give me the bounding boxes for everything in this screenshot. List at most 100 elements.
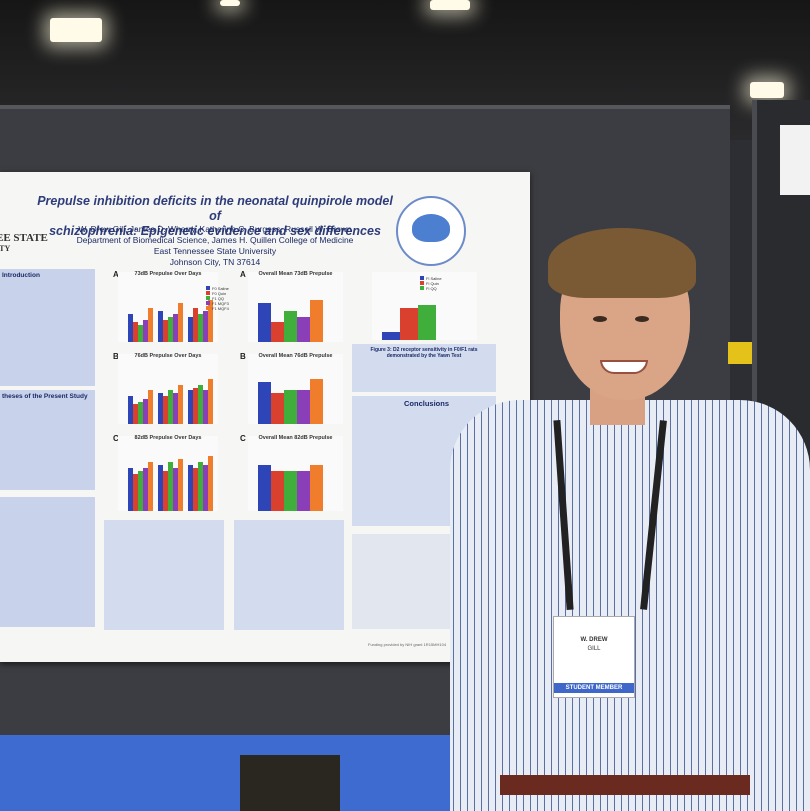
chart-bar	[284, 311, 297, 342]
chart-bar	[284, 390, 297, 424]
chart-bar	[297, 390, 310, 424]
chart-bar	[138, 325, 143, 342]
yawn-legend: Fl Saline Fl Quin Fl QQ	[420, 276, 442, 291]
ceiling-light	[220, 0, 240, 6]
chart-bar	[271, 471, 284, 511]
university-logo: EE STATE ITY	[0, 232, 48, 253]
poster-footer: Funding provided by NIH grant 1R15MH104	[368, 642, 447, 647]
chart-bar	[203, 465, 208, 511]
person-hair	[548, 228, 696, 298]
smile	[600, 360, 648, 374]
chart-bar	[188, 316, 193, 342]
chart-bar	[168, 390, 173, 424]
chart-bar	[128, 468, 133, 511]
chart-bar	[178, 459, 183, 511]
ceiling-light	[50, 18, 102, 42]
chart-bar	[203, 311, 208, 342]
name-badge: W. DREW GILL STUDENT MEMBER	[553, 616, 635, 698]
chart-bar	[148, 462, 153, 511]
badge-ribbon: STUDENT MEMBER	[554, 683, 634, 693]
chart-bar	[138, 401, 143, 424]
panel-label-b2: B	[240, 352, 246, 361]
chart-bar	[133, 474, 138, 511]
striped-shirt	[450, 400, 810, 811]
legend-item: F0 Saline	[206, 286, 229, 291]
chart-82db-over-days: 82dB Prepulse Over Days	[118, 435, 218, 511]
chart-bar	[258, 302, 271, 342]
panel-label-c2: C	[240, 434, 246, 443]
chart-bar	[271, 322, 284, 342]
figure-caption-left	[104, 520, 224, 630]
legend-item: F1 QQ	[206, 296, 229, 301]
chart-bar	[158, 393, 163, 424]
poster-title: Prepulse inhibition deficits in the neon…	[37, 194, 393, 238]
legend-item: F1 MQF4	[206, 306, 229, 311]
ceiling-light	[750, 82, 784, 98]
chart-bar	[310, 300, 323, 342]
chart-bar	[382, 331, 400, 340]
figure3-caption-box: Figure 3: D2 receptor sensitivity in F0/…	[352, 344, 496, 392]
figure3-caption: Figure 3: D2 receptor sensitivity in F0/…	[370, 347, 478, 359]
belt	[500, 775, 750, 795]
chart-bar	[271, 393, 284, 424]
legend-item: F1 MQF3	[206, 301, 229, 306]
legend-item: Fl Quin	[420, 281, 442, 286]
chart-bar	[193, 468, 198, 511]
chart-bar	[158, 465, 163, 511]
chart-bar	[188, 465, 193, 511]
chart-bar	[193, 308, 198, 342]
chart-bar	[148, 390, 153, 424]
badge-surname: GILL	[587, 646, 601, 652]
lab-logo	[396, 196, 466, 266]
chart-overall-73db: Overall Mean 73dB Prepulse	[248, 271, 343, 342]
chart-bar	[163, 396, 168, 424]
chart-bar	[203, 390, 208, 424]
methods-section	[0, 497, 95, 627]
chart-yawn-test	[372, 272, 477, 340]
chart-bar	[258, 382, 271, 424]
figure-caption-mid	[234, 520, 344, 630]
chart-bar	[158, 311, 163, 342]
chart-bar	[297, 471, 310, 511]
chart-bar	[208, 456, 213, 511]
chart-bar	[193, 387, 198, 424]
chart-bar	[168, 462, 173, 511]
panel-label-c: C	[113, 434, 119, 443]
chart-bar	[128, 314, 133, 342]
chart-bar	[258, 465, 271, 511]
chart-bar	[188, 390, 193, 424]
chart-bar	[178, 302, 183, 342]
poster-authors: W. Drew Gill, James D. Wherry, Katherine…	[76, 224, 354, 267]
chart-bar	[297, 316, 310, 342]
chart-bar	[198, 384, 203, 424]
references-section	[352, 534, 458, 629]
chart-bar	[133, 404, 138, 424]
panel-label-a: A	[113, 270, 119, 279]
chart-bar	[173, 468, 178, 511]
panel-label-a2: A	[240, 270, 246, 279]
chart-bar	[163, 319, 168, 342]
chart-bar	[310, 465, 323, 511]
chart-bar	[148, 308, 153, 342]
chart-bar	[168, 316, 173, 342]
chart-bar	[128, 396, 133, 424]
ceiling-light	[430, 0, 470, 10]
chart-bar	[173, 393, 178, 424]
chart-bar	[310, 379, 323, 424]
chart-bar	[198, 314, 203, 342]
eye	[635, 316, 649, 322]
research-poster: EE STATE ITY Prepulse inhibition deficit…	[0, 172, 530, 662]
chart-bar	[143, 319, 148, 342]
chart-73db-over-days: 73dB Prepulse Over Days	[118, 271, 218, 342]
panel-label-b: B	[113, 352, 119, 361]
legend-item: F0 Quin	[206, 291, 229, 296]
chart-bar	[178, 384, 183, 424]
hypotheses-section: theses of the Present Study	[0, 390, 95, 490]
chart-76db-over-days: 76dB Prepulse Over Days	[118, 353, 218, 424]
badge-name: W. DREW	[580, 637, 608, 643]
chart-bar	[198, 462, 203, 511]
chart-bar	[138, 471, 143, 511]
chart-bar	[208, 379, 213, 424]
side-sign	[780, 125, 810, 195]
chart-bar	[143, 468, 148, 511]
